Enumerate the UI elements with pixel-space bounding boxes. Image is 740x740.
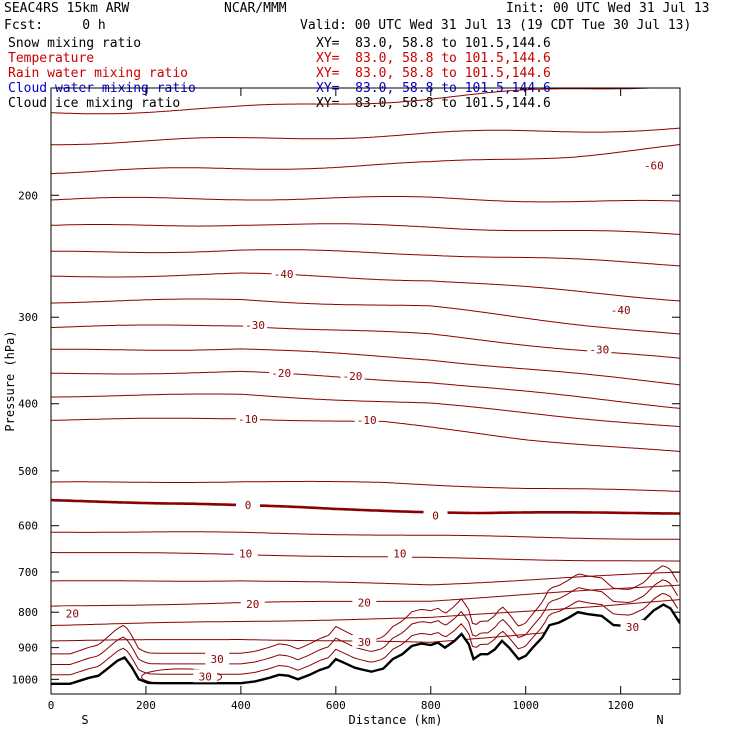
legend-label: Snow mixing ratio [8, 36, 142, 51]
south-label: S [81, 713, 88, 727]
contour-label-bg [354, 412, 379, 426]
x-tick-label: 800 [421, 699, 441, 712]
isotherm-line [51, 324, 680, 359]
contour-label-bg [236, 412, 261, 426]
legend-label: Temperature [8, 51, 95, 66]
isotherm-line [51, 144, 680, 175]
isotherm-line [51, 579, 679, 665]
y-tick-label: 300 [18, 311, 38, 324]
contour-label: -20 [271, 367, 291, 380]
contour-label-bg [269, 365, 294, 379]
y-tick-label: 400 [18, 398, 38, 411]
y-tick-label: 1000 [12, 673, 39, 686]
isotherm-line [51, 272, 680, 302]
isotherm-line [51, 592, 679, 676]
contour-label-bg [587, 342, 612, 356]
legend-xy: XY= 83.0, 58.8 to 101.5,144.6 [316, 51, 551, 66]
x-tick-label: 1000 [512, 699, 539, 712]
contour-label: 10 [239, 547, 252, 560]
contour-label: -60 [644, 159, 664, 172]
x-tick-label: 0 [48, 699, 55, 712]
init-time: Init: 00 UTC Wed 31 Jul 13 [506, 1, 710, 16]
isotherm-line [51, 348, 680, 386]
contour-label: 30 [199, 670, 212, 683]
contour-label-bg [340, 369, 365, 383]
y-tick-label: 700 [18, 566, 38, 579]
contour-label-bg [387, 546, 412, 560]
isotherm-line [51, 370, 680, 409]
contour-label-bg [423, 508, 448, 522]
legend-label: Cloud ice mixing ratio [8, 96, 181, 111]
contour-label-bg [352, 634, 377, 648]
contour-label: 20 [246, 598, 259, 611]
y-tick-label: 900 [18, 642, 38, 655]
isotherm-line [51, 127, 680, 146]
contour-label-bg [608, 303, 633, 317]
isotherm-line [51, 88, 659, 115]
contour-label: 20 [358, 597, 371, 610]
north-label: N [656, 713, 663, 727]
terrain-line [51, 603, 680, 685]
center-name: NCAR/MMM [224, 1, 287, 16]
isotherm-line [51, 223, 680, 235]
legend-label: Rain water mixing ratio [8, 66, 189, 81]
legend-xy: XY= 83.0, 58.8 to 101.5,144.6 [316, 36, 551, 51]
x-tick-label: 200 [136, 699, 156, 712]
x-tick-label: 400 [231, 699, 251, 712]
contour-label-bg [205, 652, 230, 666]
contour-label: -30 [245, 319, 265, 332]
legend-xy: XY= 83.0, 58.8 to 101.5,144.6 [316, 66, 551, 81]
x-tick-label: 1200 [607, 699, 634, 712]
contour-label: -40 [274, 268, 294, 281]
contour-label: 30 [358, 636, 371, 649]
contour-label-bg [236, 497, 261, 511]
y-tick-label: 500 [18, 465, 38, 478]
isotherm-line [51, 393, 680, 427]
y-tick-label: 800 [18, 606, 38, 619]
isotherm-line [51, 196, 680, 203]
contour-label-bg [243, 318, 268, 332]
forecast-hour: Fcst: 0 h [4, 18, 106, 33]
contour-label-bg [620, 619, 645, 633]
contour-label: 30 [626, 621, 639, 634]
isotherm-line [51, 498, 680, 515]
plot-frame [50, 87, 681, 695]
isotherm-line [51, 480, 680, 492]
terrain-fill [51, 604, 680, 694]
contour-label: 10 [393, 547, 406, 560]
contour-label: 30 [211, 653, 224, 666]
isotherm-line [51, 552, 680, 562]
contour-label-bg [271, 267, 296, 281]
isotherm-line [51, 249, 680, 267]
contour-label: -20 [343, 370, 363, 383]
contour-label-bg [240, 596, 265, 610]
contour-label-bg [60, 606, 85, 620]
contour-label: -10 [357, 414, 377, 427]
contour-label-bg [233, 546, 258, 560]
valid-time: Valid: 00 UTC Wed 31 Jul 13 (19 CDT Tue … [300, 18, 692, 33]
contour-label: -10 [238, 413, 258, 426]
contour-label: 0 [432, 509, 439, 522]
isotherm-line [51, 531, 680, 540]
x-tick-label: 600 [326, 699, 346, 712]
contour-label-bg [193, 669, 218, 683]
isotherm-line [51, 599, 680, 626]
contour-label: -30 [589, 344, 609, 357]
contour-label: -40 [611, 304, 631, 317]
contour-label-bg [641, 158, 666, 172]
contour-label: 20 [66, 607, 79, 620]
contour-label: 0 [245, 499, 252, 512]
model-name: SEAC4RS 15km ARW [4, 1, 130, 16]
contour-label-bg [352, 595, 377, 609]
y-axis-title: Pressure (hPa) [3, 330, 17, 431]
y-tick-label: 600 [18, 520, 38, 533]
x-axis-title: Distance (km) [349, 713, 443, 727]
isotherm-line [51, 298, 680, 335]
isotherm-line [51, 571, 680, 586]
y-tick-label: 200 [18, 189, 38, 202]
